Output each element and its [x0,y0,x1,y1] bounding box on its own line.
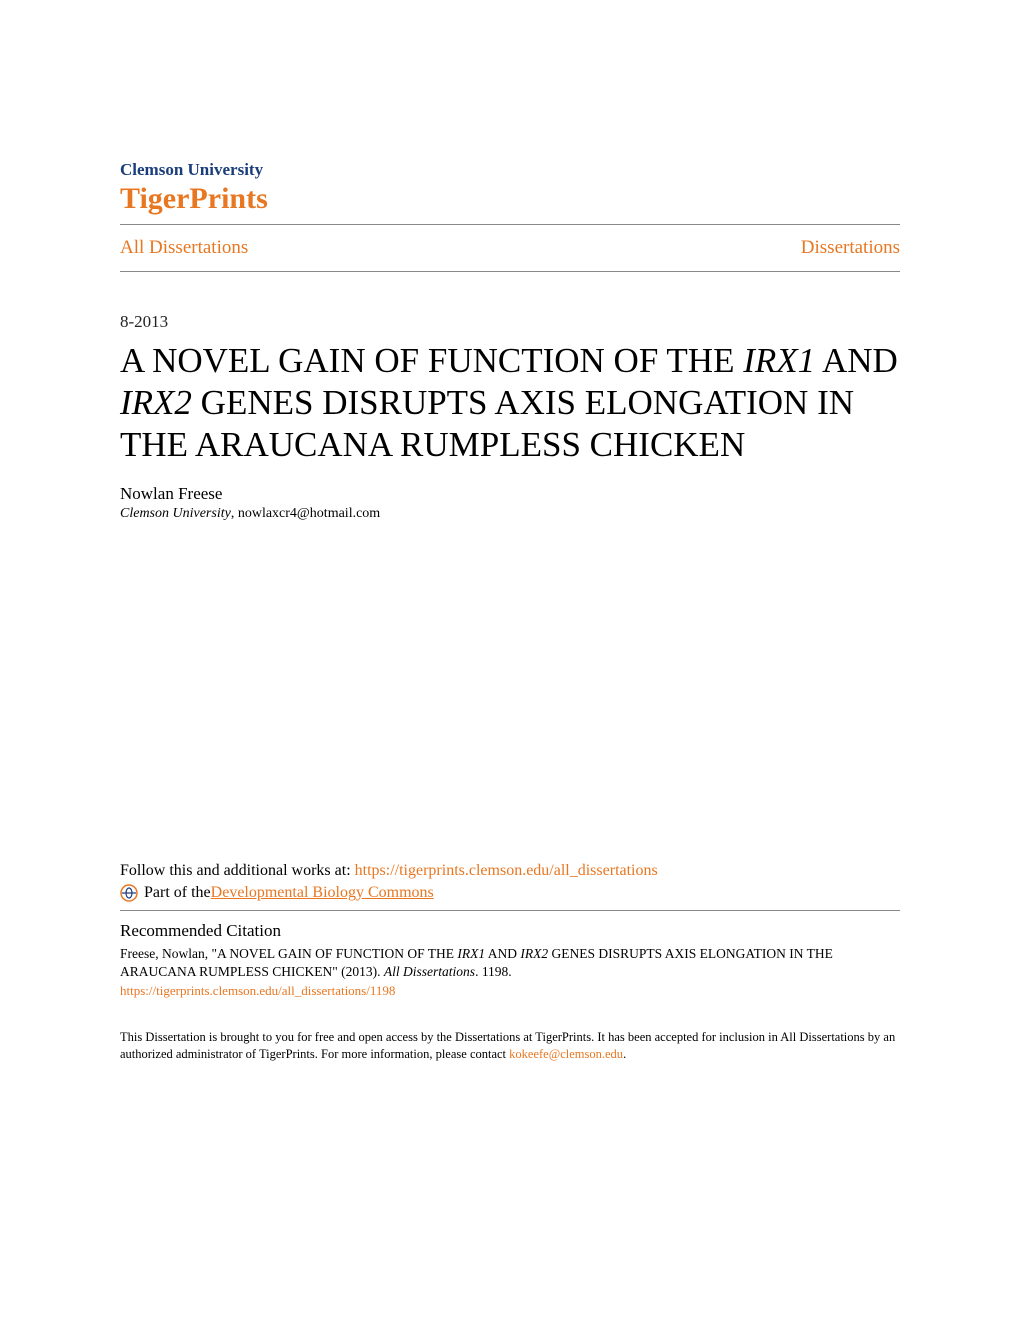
header-divider-bottom [120,271,900,272]
brand-name[interactable]: TigerPrints [120,182,900,216]
author-name: Nowlan Freese [120,484,900,504]
author-institution: Clemson University [120,506,231,521]
breadcrumb-nav: All Dissertations Dissertations [120,225,900,271]
citation-body: Freese, Nowlan, "A NOVEL GAIN OF FUNCTIO… [120,945,900,981]
author-email: nowlaxcr4@hotmail.com [238,506,380,521]
nav-dissertations[interactable]: Dissertations [801,237,900,259]
citation-mid1: AND [485,946,520,961]
partof-link[interactable]: Developmental Biology Commons [211,884,434,902]
partof-line: Part of the Developmental Biology Common… [120,884,900,902]
follow-line: Follow this and additional works at: htt… [120,862,900,880]
follow-section: Follow this and additional works at: htt… [120,862,900,1063]
institution-name[interactable]: Clemson University [120,160,900,180]
repository-header: Clemson University TigerPrints [120,160,900,216]
document-title: A NOVEL GAIN OF FUNCTION OF THE IRX1 AND… [120,340,900,466]
footer-text-suffix: . [623,1047,626,1061]
partof-prefix: Part of the [144,884,211,902]
citation-series: All Dissertations [384,964,475,979]
citation-gene2: IRX2 [520,946,548,961]
title-part2: AND [815,341,898,380]
citation-section: Recommended Citation Freese, Nowlan, "A … [120,921,900,999]
citation-url-link[interactable]: https://tigerprints.clemson.edu/all_diss… [120,983,900,999]
author-separator: , [231,506,238,521]
citation-heading: Recommended Citation [120,921,900,941]
publication-date: 8-2013 [120,312,900,332]
follow-prefix: Follow this and additional works at: [120,862,355,879]
title-part3: GENES DISRUPTS AXIS ELONGATION IN THE AR… [120,383,854,464]
title-gene2: IRX2 [120,383,192,422]
author-affiliation: Clemson University, nowlaxcr4@hotmail.co… [120,506,900,522]
citation-divider [120,910,900,911]
footer-text-prefix: This Dissertation is brought to you for … [120,1030,895,1061]
citation-prefix: Freese, Nowlan, "A NOVEL GAIN OF FUNCTIO… [120,946,457,961]
title-gene1: IRX1 [743,341,815,380]
title-part1: A NOVEL GAIN OF FUNCTION OF THE [120,341,743,380]
citation-suffix: . 1198. [475,964,512,979]
share-icon [120,884,138,902]
nav-all-dissertations[interactable]: All Dissertations [120,237,248,259]
follow-url-link[interactable]: https://tigerprints.clemson.edu/all_diss… [355,862,658,879]
footer-note: This Dissertation is brought to you for … [120,1029,900,1063]
footer-contact-link[interactable]: kokeefe@clemson.edu [509,1047,623,1061]
citation-gene1: IRX1 [457,946,485,961]
